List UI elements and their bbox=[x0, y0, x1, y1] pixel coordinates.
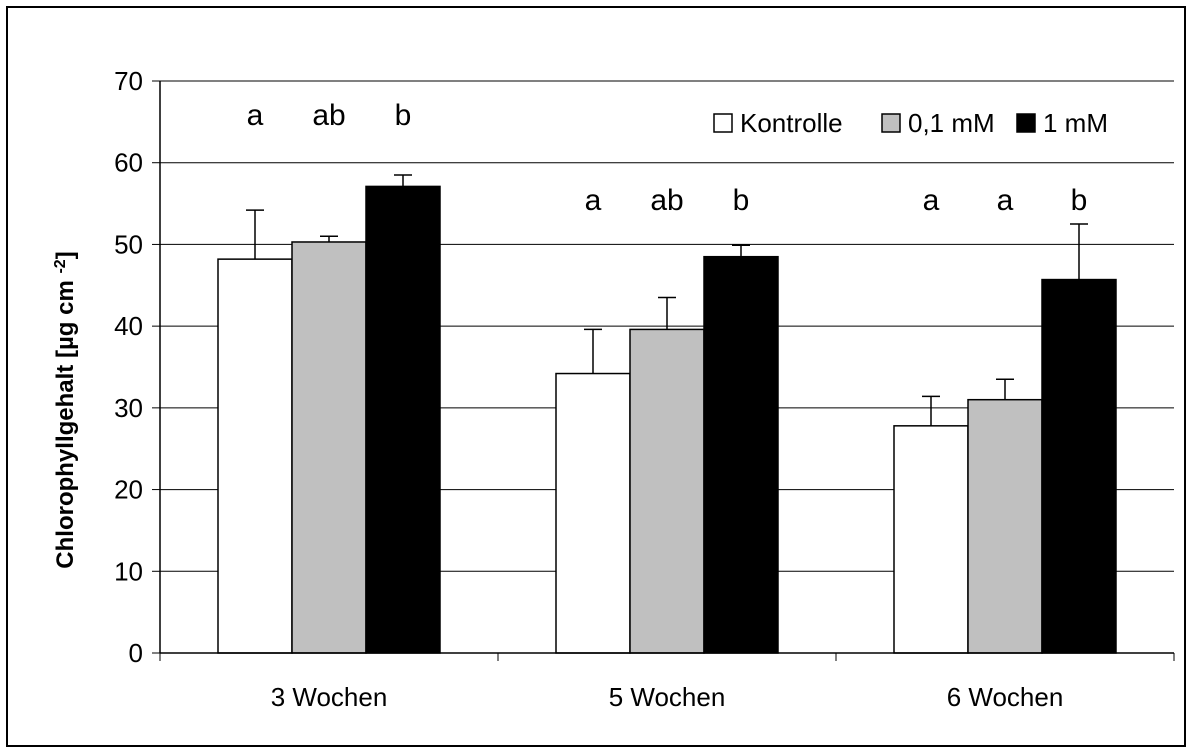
significance-letter: ab bbox=[650, 184, 683, 217]
bar bbox=[1041, 278, 1117, 654]
legend: Kontrolle 0,1 mM 1 mM bbox=[713, 108, 1108, 138]
y-tick-label: 0 bbox=[129, 638, 143, 668]
bar bbox=[291, 241, 367, 654]
y-axis-title: Chlorophyllgehalt [µg cm -2] bbox=[52, 251, 80, 568]
y-axis-title-close: ] bbox=[52, 251, 79, 259]
x-category-label: 5 Wochen bbox=[609, 682, 726, 712]
significance-letter: a bbox=[585, 184, 602, 217]
x-category-label: 3 Wochen bbox=[271, 682, 388, 712]
y-tick-label: 50 bbox=[114, 229, 143, 259]
significance-letter: b bbox=[733, 184, 750, 217]
significance-letter: ab bbox=[312, 99, 345, 132]
y-tick-label: 10 bbox=[114, 556, 143, 586]
significance-letter: a bbox=[997, 184, 1014, 217]
bar bbox=[629, 328, 705, 654]
bar bbox=[703, 255, 779, 654]
bar bbox=[365, 185, 441, 654]
y-tick-label: 30 bbox=[114, 393, 143, 423]
y-axis-title-sup: -2 bbox=[52, 259, 69, 273]
significance-letter: a bbox=[923, 184, 940, 217]
y-tick-label: 20 bbox=[114, 475, 143, 505]
x-category-label: 6 Wochen bbox=[947, 682, 1064, 712]
bar bbox=[967, 398, 1043, 654]
significance-letter: a bbox=[247, 99, 264, 132]
bars bbox=[217, 174, 1117, 654]
legend-swatch bbox=[881, 113, 901, 133]
significance-letter: b bbox=[1071, 184, 1088, 217]
legend-label: 1 mM bbox=[1043, 108, 1108, 138]
legend-label: 0,1 mM bbox=[908, 108, 995, 138]
bar bbox=[217, 258, 293, 654]
y-axis-title-main: Chlorophyllgehalt [µg cm bbox=[52, 274, 79, 569]
axes bbox=[152, 80, 1175, 661]
y-tick-label: 60 bbox=[114, 148, 143, 178]
significance-letter: b bbox=[395, 99, 412, 132]
legend-swatch bbox=[1016, 113, 1036, 133]
legend-label: Kontrolle bbox=[740, 108, 843, 138]
y-tick-label: 70 bbox=[114, 66, 143, 96]
y-tick-label: 40 bbox=[114, 311, 143, 341]
legend-swatch bbox=[713, 113, 733, 133]
bar bbox=[555, 372, 631, 654]
bar bbox=[893, 425, 969, 654]
